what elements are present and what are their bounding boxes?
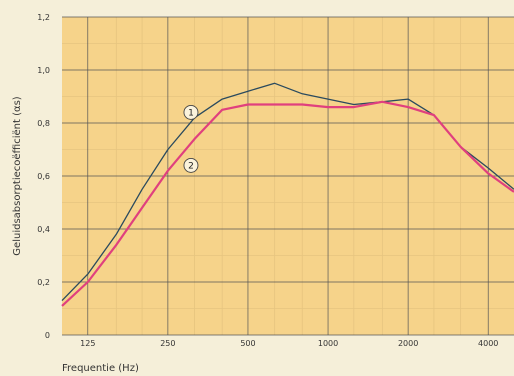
y-tick-label: 0,4 bbox=[37, 225, 50, 234]
series-line-2 bbox=[61, 100, 514, 307]
y-tick-label: 0,6 bbox=[37, 172, 50, 181]
x-tick-label: 1000 bbox=[318, 339, 338, 348]
y-tick-label: 1,0 bbox=[37, 66, 50, 75]
series-marker-label: 1 bbox=[188, 108, 194, 118]
x-tick-label: 2000 bbox=[398, 339, 418, 348]
x-tick-label: 250 bbox=[160, 339, 175, 348]
series-marker-circle bbox=[183, 104, 199, 120]
series-marker-label: 2 bbox=[188, 161, 194, 171]
y-tick-label: 1,2 bbox=[37, 13, 50, 22]
series-layer bbox=[61, 82, 514, 307]
x-axis-title: Frequentie (Hz) bbox=[62, 363, 139, 374]
y-tick-label: 0 bbox=[45, 331, 50, 340]
y-tick-label: 0,2 bbox=[37, 278, 50, 287]
tick-labels: 125 250 500 1000 2000 4000 0 0,2 0,4 0,6 0,8 1,0 1,2 bbox=[37, 13, 498, 348]
y-axis-title: Geluidsabsorptiecoëfficiënt (αs) bbox=[12, 96, 23, 255]
x-tick-label: 500 bbox=[240, 339, 255, 348]
y-tick-label: 0,8 bbox=[37, 119, 50, 128]
series-marker-circle bbox=[183, 157, 199, 173]
major-grid bbox=[62, 16, 514, 336]
series-markers: 12 bbox=[183, 104, 199, 173]
x-tick-label: 4000 bbox=[478, 339, 498, 348]
x-tick-label: 125 bbox=[80, 339, 95, 348]
